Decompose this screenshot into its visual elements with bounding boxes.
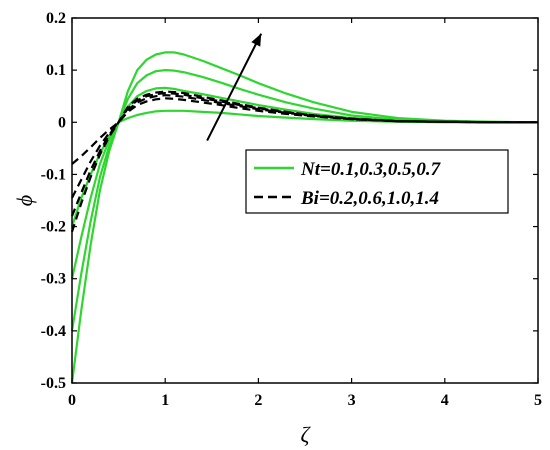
- ticks-layer: 0 1 2 3 4 5 0.2 0.1 0 -0.1 -0.2 -0.3 -0.4 -0.5: [41, 10, 542, 409]
- x-tick-label: 5: [534, 392, 542, 409]
- legend-label-1: Bi=0.2,0.6,1.0,1.4: [300, 188, 439, 209]
- legend-label-0: Nt=0.1,0.3,0.5,0.7: [300, 159, 442, 180]
- y-tick-label: -0.1: [41, 166, 66, 183]
- series-line-nt-2: [70, 69, 538, 332]
- x-tick-label: 4: [441, 392, 449, 409]
- legend: Nt=0.1,0.3,0.5,0.7 Bi=0.2,0.6,1.0,1.4: [245, 149, 509, 214]
- y-tick-label: 0.2: [46, 10, 66, 27]
- series-line-bi-5: [71, 94, 538, 199]
- x-tick-label: 3: [348, 392, 356, 409]
- series-layer: [70, 51, 539, 384]
- x-tick-label: 2: [254, 392, 262, 409]
- y-tick-label: 0.1: [46, 62, 66, 79]
- x-tick-label: 1: [161, 392, 169, 409]
- legend-box: [245, 149, 509, 214]
- y-tick-label: -0.3: [41, 271, 66, 288]
- trend-arrow-shaft: [206, 33, 263, 141]
- plot-frame: [71, 17, 539, 384]
- y-tick-label: -0.5: [41, 375, 66, 392]
- series-line-nt-3: [70, 51, 539, 384]
- x-tick-label: 0: [68, 392, 76, 409]
- y-axis-label: ϕ: [12, 195, 37, 206]
- y-tick-label: 0: [58, 114, 66, 131]
- x-axis-label: ζ: [301, 422, 312, 447]
- annotation-layer: [206, 33, 263, 141]
- y-tick-label: -0.4: [41, 323, 66, 340]
- y-tick-label: -0.2: [41, 219, 66, 236]
- trend-arrow-head: [251, 33, 262, 47]
